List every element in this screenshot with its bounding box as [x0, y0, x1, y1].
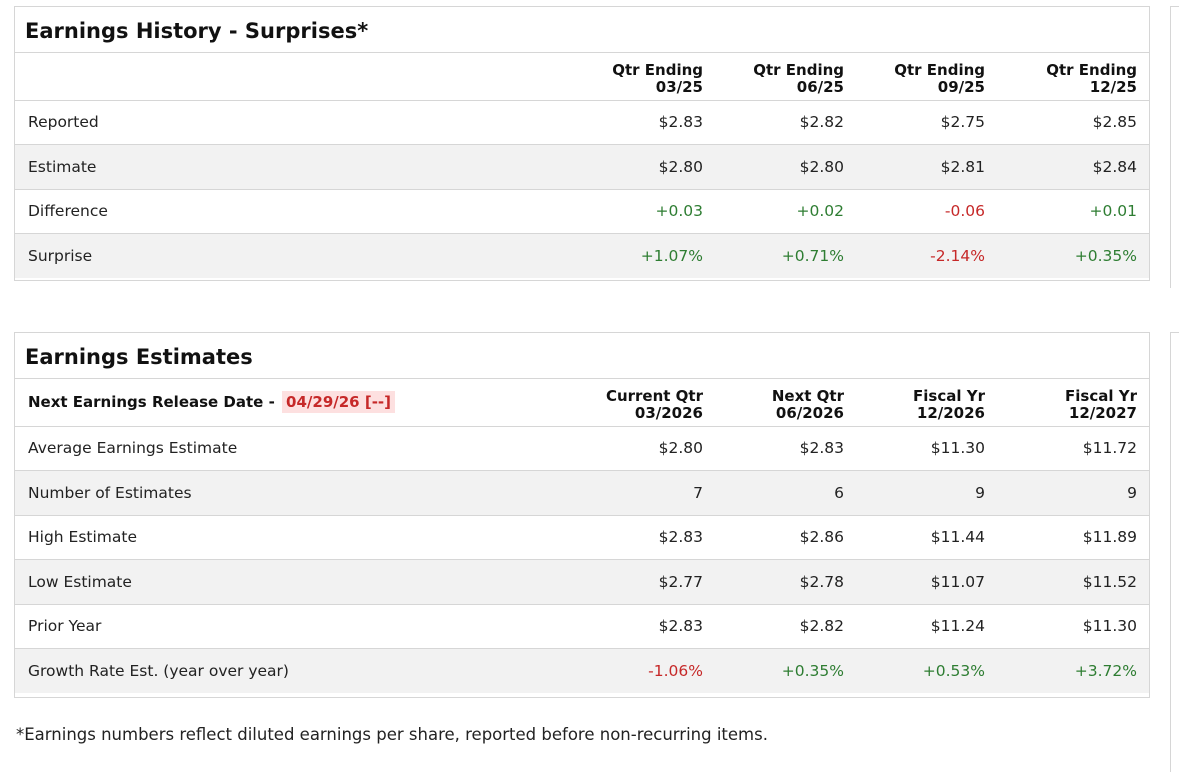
table-row-reported: Reported $2.83 $2.82 $2.75 $2.85 — [15, 100, 1149, 145]
cell-value: $2.80 — [715, 144, 856, 190]
earnings-estimates-table: Next Earnings Release Date - 04/29/26 [-… — [15, 379, 1149, 693]
earnings-history-panel: Earnings History - Surprises* Qtr Ending… — [14, 6, 1150, 281]
column-header: Fiscal Yr 12/2026 — [856, 379, 997, 427]
cell-value: +3.72% — [997, 648, 1149, 693]
cell-value: $2.83 — [715, 426, 856, 471]
cell-value: +0.02 — [715, 189, 856, 234]
column-header: Qtr Ending 03/25 — [571, 53, 715, 101]
row-label: Growth Rate Est. (year over year) — [15, 648, 571, 693]
cell-value: $2.82 — [715, 604, 856, 649]
column-header: Qtr Ending 09/25 — [856, 53, 997, 101]
table-row-count: Number of Estimates 7 6 9 9 — [15, 470, 1149, 516]
row-label: Reported — [15, 100, 571, 145]
column-header: Current Qtr 03/2026 — [571, 379, 715, 427]
cell-value: +0.01 — [997, 189, 1149, 234]
column-header: Qtr Ending 06/25 — [715, 53, 856, 101]
cell-value: +1.07% — [571, 233, 715, 278]
row-label: Estimate — [15, 144, 571, 190]
cell-value: $11.30 — [856, 426, 997, 471]
cell-value: $2.83 — [571, 100, 715, 145]
column-header: Qtr Ending 12/25 — [997, 53, 1149, 101]
cell-value: $11.72 — [997, 426, 1149, 471]
cell-value: $2.82 — [715, 100, 856, 145]
cell-value: $2.81 — [856, 144, 997, 190]
earnings-history-title: Earnings History - Surprises* — [15, 7, 1149, 53]
cell-value: 7 — [571, 470, 715, 516]
row-label: Difference — [15, 189, 571, 234]
side-panel-bottom — [1170, 332, 1179, 772]
earnings-history-table: Qtr Ending 03/25 Qtr Ending 06/25 Qtr Endi… — [15, 53, 1149, 278]
earnings-estimates-title: Earnings Estimates — [15, 333, 1149, 379]
cell-value: -0.06 — [856, 189, 997, 234]
cell-value: 9 — [856, 470, 997, 516]
row-label: High Estimate — [15, 515, 571, 560]
table-header-row: Qtr Ending 03/25 Qtr Ending 06/25 Qtr Endi… — [15, 53, 1149, 101]
footnote: *Earnings numbers reflect diluted earnin… — [16, 725, 768, 744]
table-row-growth: Growth Rate Est. (year over year) -1.06%… — [15, 648, 1149, 693]
next-release-date[interactable]: 04/29/26 [--] — [282, 390, 395, 413]
cell-value: +0.35% — [715, 648, 856, 693]
row-label: Average Earnings Estimate — [15, 426, 571, 471]
table-row-prior-year: Prior Year $2.83 $2.82 $11.24 $11.30 — [15, 604, 1149, 649]
table-row-difference: Difference +0.03 +0.02 -0.06 +0.01 — [15, 189, 1149, 234]
table-row-low: Low Estimate $2.77 $2.78 $11.07 $11.52 — [15, 559, 1149, 605]
cell-value: $2.78 — [715, 559, 856, 605]
cell-value: -2.14% — [856, 233, 997, 278]
header-blank — [15, 53, 571, 101]
cell-value: $2.80 — [571, 144, 715, 190]
cell-value: $2.85 — [997, 100, 1149, 145]
cell-value: +0.35% — [997, 233, 1149, 278]
cell-value: $11.89 — [997, 515, 1149, 560]
cell-value: 6 — [715, 470, 856, 516]
cell-value: $2.83 — [571, 604, 715, 649]
cell-value: 9 — [997, 470, 1149, 516]
next-release-label: Next Earnings Release Date - — [28, 392, 275, 411]
cell-value: +0.03 — [571, 189, 715, 234]
cell-value: -1.06% — [571, 648, 715, 693]
row-label: Prior Year — [15, 604, 571, 649]
cell-value: +0.53% — [856, 648, 997, 693]
cell-value: $11.44 — [856, 515, 997, 560]
table-row-surprise: Surprise +1.07% +0.71% -2.14% +0.35% — [15, 233, 1149, 278]
cell-value: $2.84 — [997, 144, 1149, 190]
cell-value: $2.75 — [856, 100, 997, 145]
table-row-estimate: Estimate $2.80 $2.80 $2.81 $2.84 — [15, 144, 1149, 190]
cell-value: $2.86 — [715, 515, 856, 560]
cell-value: $11.30 — [997, 604, 1149, 649]
cell-value: $2.80 — [571, 426, 715, 471]
cell-value: $2.83 — [571, 515, 715, 560]
cell-value: $11.52 — [997, 559, 1149, 605]
cell-value: $2.77 — [571, 559, 715, 605]
row-label: Number of Estimates — [15, 470, 571, 516]
table-row-high: High Estimate $2.83 $2.86 $11.44 $11.89 — [15, 515, 1149, 560]
table-row-average: Average Earnings Estimate $2.80 $2.83 $1… — [15, 426, 1149, 471]
column-header: Next Qtr 06/2026 — [715, 379, 856, 427]
cell-value: +0.71% — [715, 233, 856, 278]
side-panel-top — [1170, 6, 1179, 288]
earnings-estimates-panel: Earnings Estimates Next Earnings Release… — [14, 332, 1150, 698]
next-release-header: Next Earnings Release Date - 04/29/26 [-… — [15, 379, 571, 427]
column-header: Fiscal Yr 12/2027 — [997, 379, 1149, 427]
table-header-row: Next Earnings Release Date - 04/29/26 [-… — [15, 379, 1149, 427]
row-label: Surprise — [15, 233, 571, 278]
cell-value: $11.24 — [856, 604, 997, 649]
cell-value: $11.07 — [856, 559, 997, 605]
row-label: Low Estimate — [15, 559, 571, 605]
